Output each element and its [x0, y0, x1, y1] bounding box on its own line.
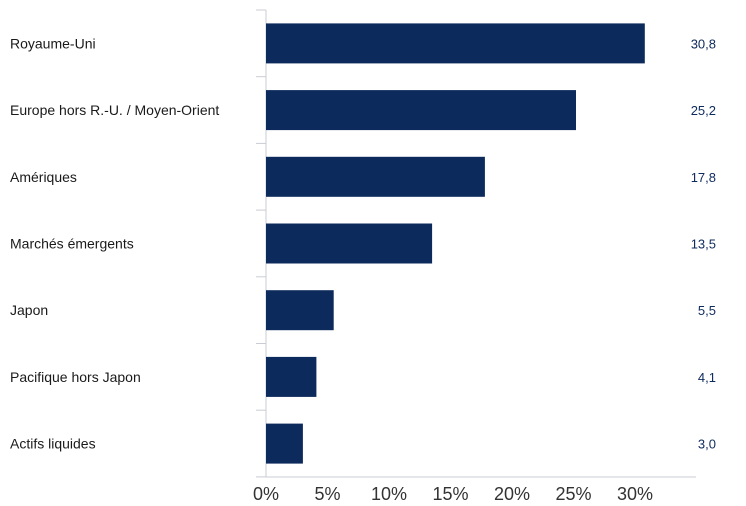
- value-label: 25,2: [691, 103, 716, 118]
- value-label: 4,1: [698, 370, 716, 385]
- value-label: 30,8: [691, 36, 716, 51]
- category-labels: Royaume-Uni Europe hors R.-U. / Moyen-Ori…: [10, 35, 219, 451]
- category-label: Actifs liquides: [10, 436, 96, 452]
- category-label: Pacifique hors Japon: [10, 369, 141, 385]
- value-label: 5,5: [698, 303, 716, 318]
- value-label: 17,8: [691, 170, 716, 185]
- x-tick-label: 15%: [432, 484, 468, 504]
- x-tick-label: 10%: [371, 484, 407, 504]
- bar: [266, 156, 485, 197]
- category-label: Marchés émergents: [10, 236, 134, 252]
- x-axis-tick-labels: 0% 5% 10% 15% 20% 25% 30%: [253, 484, 653, 504]
- bar: [266, 290, 334, 331]
- category-label: Amériques: [10, 169, 77, 185]
- bar: [266, 23, 645, 64]
- chart-bars: [266, 23, 645, 464]
- value-labels: 30,8 25,2 17,8 13,5 5,5 4,1 3,0: [691, 36, 716, 451]
- bar: [266, 90, 576, 131]
- x-tick-label: 5%: [314, 484, 340, 504]
- bar: [266, 223, 433, 264]
- category-label: Japon: [10, 302, 48, 318]
- x-tick-label: 20%: [494, 484, 530, 504]
- value-label: 13,5: [691, 237, 716, 252]
- value-label: 3,0: [698, 437, 716, 452]
- bar: [266, 423, 303, 464]
- x-tick-label: 25%: [555, 484, 591, 504]
- bar: [266, 356, 317, 397]
- x-tick-label: 30%: [617, 484, 653, 504]
- x-tick-label: 0%: [253, 484, 279, 504]
- category-label: Royaume-Uni: [10, 35, 96, 51]
- category-label: Europe hors R.-U. / Moyen-Orient: [10, 102, 219, 118]
